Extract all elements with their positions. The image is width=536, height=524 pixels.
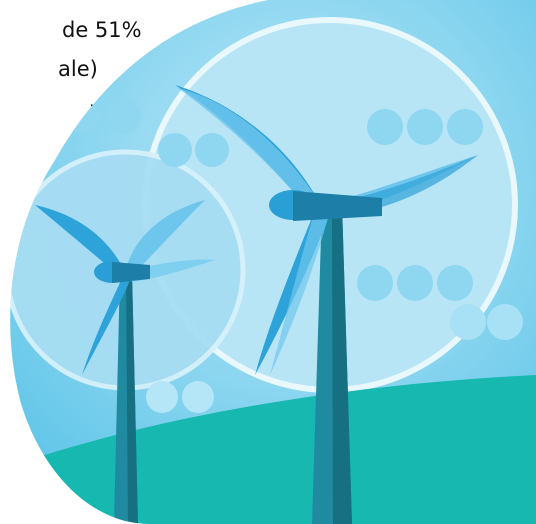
text-line-2: ale) xyxy=(58,57,98,81)
large-turbine xyxy=(175,85,478,524)
text-line-1: de 51% xyxy=(62,18,142,42)
small-turbine xyxy=(35,200,215,524)
dot-decorations xyxy=(65,99,523,413)
